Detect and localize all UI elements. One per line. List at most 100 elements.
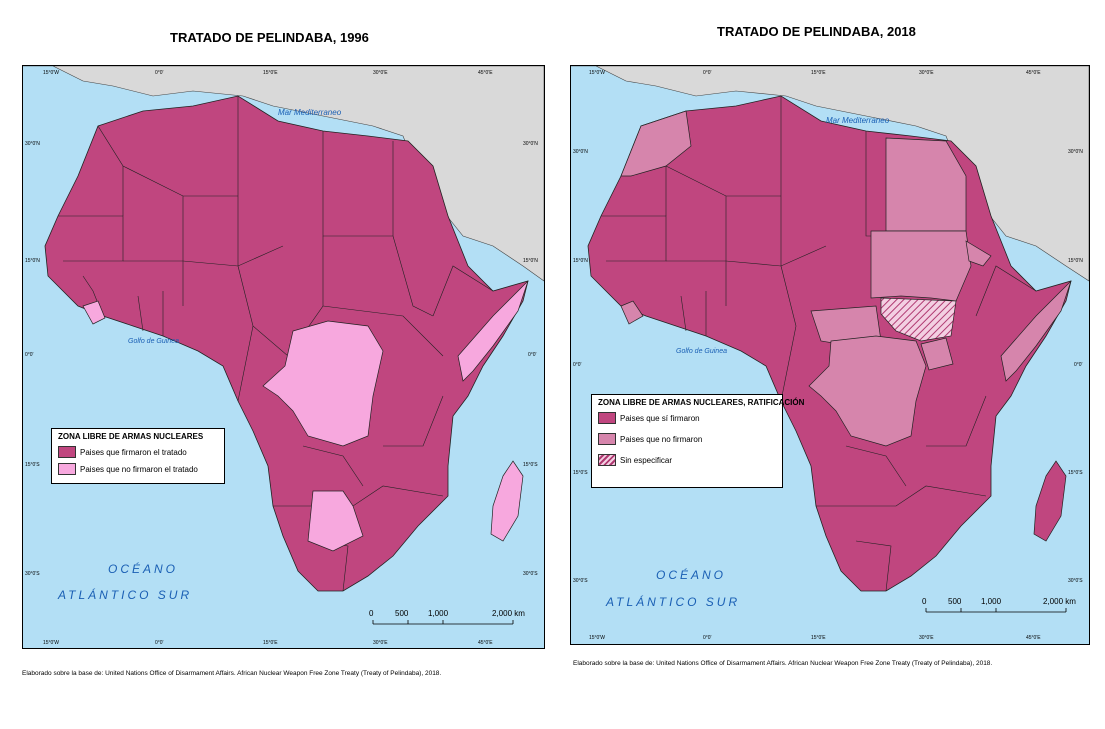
lat-right-2: 0°0' [528, 352, 537, 358]
source-note-1996: Elaborado sobre la base de: United Natio… [22, 670, 442, 677]
legend-title: ZONA LIBRE DE ARMAS NUCLEARES, RATIFICAC… [598, 398, 805, 407]
lon-top-4: 45°0'E [1026, 70, 1041, 76]
somalia-not-signed [1000, 280, 1072, 382]
madagascar-not-signed [490, 460, 524, 542]
legend-item-signed: Paises que firmaron el tratado [58, 446, 218, 458]
uganda-not-signed [920, 337, 954, 371]
ocean-label-line1: OCÉANO [656, 567, 726, 582]
lat-left-0: 30°0'N [573, 149, 588, 155]
gulf-label: Golfo de Guinea [128, 338, 179, 345]
map-2018: Mar Mediterraneo Golfo de Guinea OCÉANO … [570, 65, 1090, 645]
map-title-1996: TRATADO DE PELINDABA, 1996 [170, 30, 369, 45]
lon-bottom-2: 15°0'E [263, 640, 278, 646]
sudan-not-signed [870, 230, 972, 302]
sea-label: Mar Mediterraneo [278, 108, 342, 117]
drc-not-signed [808, 335, 927, 447]
map-1996: Mar Mediterraneo Golfo de Guinea OCÉANO … [22, 65, 545, 649]
lon-top-2: 15°0'E [263, 70, 278, 76]
legend-label-not-signed: Paises que no firmaron [620, 434, 703, 444]
sierra-leone-not-signed [620, 300, 644, 325]
scale-tick-2: 1,000 [981, 597, 1002, 606]
lat-right-3: 15°0'S [1068, 470, 1083, 476]
scale-tick-2: 1,000 [428, 609, 449, 618]
legend-item-not-signed: Paises que no firmaron el tratado [58, 463, 218, 475]
liberia-not-signed [82, 300, 106, 325]
lon-top-1: 0°0' [703, 70, 712, 76]
source-note-2018: Elaborado sobre la base de: United Natio… [573, 660, 993, 667]
lat-right-3: 15°0'S [523, 462, 538, 468]
lon-top-3: 30°0'E [373, 70, 388, 76]
legend-label-signed: Paises que firmaron el tratado [80, 447, 187, 457]
egypt-not-signed [885, 137, 967, 232]
lon-bottom-2: 15°0'E [811, 635, 826, 641]
lat-left-0: 30°0'N [25, 141, 40, 147]
legend-item-unspecified: Sin especificar [598, 454, 776, 466]
morocco-not-signed [620, 110, 692, 177]
lat-right-1: 15°0'N [1068, 258, 1083, 264]
lat-right-0: 30°0'N [523, 141, 538, 147]
scale-bar: 0 500 1,000 2,000 km [369, 609, 525, 625]
lat-left-1: 15°0'N [573, 258, 588, 264]
drc-not-signed [262, 320, 384, 447]
legend-item-not-signed: Paises que no firmaron [598, 433, 776, 445]
lon-bottom-4: 45°0'E [1026, 635, 1041, 641]
ocean-label-line1: OCÉANO [108, 561, 178, 576]
lon-top-0: 15°0'W [589, 70, 605, 76]
lon-top-4: 45°0'E [478, 70, 493, 76]
scale-tick-0: 0 [369, 609, 374, 618]
lon-top-2: 15°0'E [811, 70, 826, 76]
lon-bottom-3: 30°0'E [373, 640, 388, 646]
lon-top-1: 0°0' [155, 70, 164, 76]
lon-bottom-4: 45°0'E [478, 640, 493, 646]
scale-bar: 0 500 1,000 2,000 km [922, 597, 1076, 613]
lon-bottom-1: 0°0' [703, 635, 712, 641]
legend-item-signed: Paises que sí firmaron [598, 412, 776, 424]
lat-left-4: 30°0'S [573, 578, 588, 584]
lat-left-2: 0°0' [573, 362, 582, 368]
other-land [571, 66, 1089, 282]
lat-left-1: 15°0'N [25, 258, 40, 264]
scale-tick-1: 500 [948, 597, 962, 606]
sea-label: Mar Mediterraneo [826, 116, 890, 125]
botswana-not-signed [307, 490, 364, 552]
lon-top-3: 30°0'E [919, 70, 934, 76]
legend-label-not-signed: Paises que no firmaron el tratado [80, 464, 198, 474]
legend-label-unspecified: Sin especificar [620, 455, 673, 465]
map-title-2018: TRATADO DE PELINDABA, 2018 [717, 24, 916, 39]
scale-tick-3: 2,000 km [492, 609, 525, 618]
lon-bottom-1: 0°0' [155, 640, 164, 646]
lat-right-2: 0°0' [1074, 362, 1083, 368]
lon-top-0: 15°0'W [43, 70, 59, 76]
legend-1996: ZONA LIBRE DE ARMAS NUCLEARES Paises que… [51, 428, 225, 484]
legend-swatch-not-signed [58, 463, 76, 475]
gulf-label: Golfo de Guinea [676, 348, 727, 355]
lon-bottom-0: 15°0'W [589, 635, 605, 641]
legend-label-signed: Paises que sí firmaron [620, 413, 700, 423]
scale-tick-1: 500 [395, 609, 409, 618]
lon-bottom-0: 15°0'W [43, 640, 59, 646]
lat-left-2: 0°0' [25, 352, 34, 358]
lat-right-0: 30°0'N [1068, 149, 1083, 155]
lat-left-3: 15°0'S [573, 470, 588, 476]
scale-tick-3: 2,000 km [1043, 597, 1076, 606]
eritrea-not-signed [965, 240, 992, 267]
south-sudan-unspecified [880, 297, 957, 342]
lat-right-1: 15°0'N [523, 258, 538, 264]
legend-swatch-signed [58, 446, 76, 458]
africa-landmass [44, 95, 529, 592]
legend-swatch-not-signed [598, 433, 616, 445]
legend-title: ZONA LIBRE DE ARMAS NUCLEARES [58, 432, 204, 441]
legend-2018: ZONA LIBRE DE ARMAS NUCLEARES, RATIFICAC… [591, 394, 805, 488]
lat-right-4: 30°0'S [523, 571, 538, 577]
lat-left-3: 15°0'S [25, 462, 40, 468]
scale-tick-0: 0 [922, 597, 927, 606]
ocean-label-line2: ATLÁNTICO SUR [57, 587, 192, 602]
lat-left-4: 30°0'S [25, 571, 40, 577]
lon-bottom-3: 30°0'E [919, 635, 934, 641]
lat-right-4: 30°0'S [1068, 578, 1083, 584]
legend-swatch-unspecified [598, 454, 616, 466]
other-land [23, 66, 544, 282]
legend-swatch-signed [598, 412, 616, 424]
madagascar-signed [1033, 460, 1067, 542]
ocean-label-line2: ATLÁNTICO SUR [605, 594, 740, 609]
